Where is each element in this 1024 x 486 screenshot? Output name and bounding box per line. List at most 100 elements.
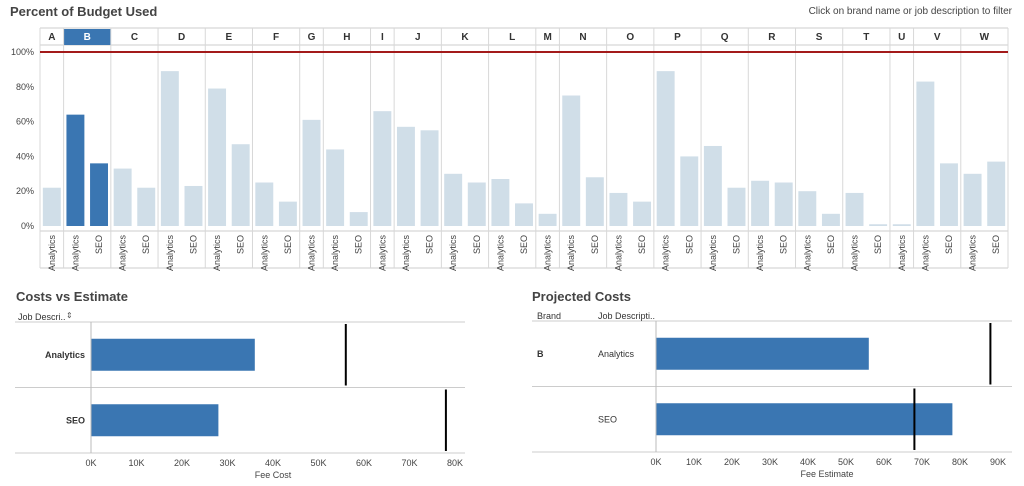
x-tick-label[interactable]: SEO [188, 235, 198, 254]
x-tick-label[interactable]: Analytics [968, 235, 978, 272]
bar-c-analytics[interactable] [113, 168, 132, 226]
brand-header-u[interactable]: U [898, 32, 905, 43]
x-tick-label[interactable]: SEO [826, 235, 836, 254]
bar-t-analytics[interactable] [845, 192, 864, 226]
x-tick-label[interactable]: SEO [425, 235, 435, 254]
x-tick-label[interactable]: Analytics [259, 235, 269, 272]
bar-h-seo[interactable] [349, 212, 368, 226]
brand-header-m[interactable]: M [543, 32, 551, 43]
row-label-seo[interactable]: SEO [66, 415, 85, 425]
x-tick-label[interactable]: SEO [779, 235, 789, 254]
brand-header-j[interactable]: J [415, 32, 421, 43]
x-tick-label[interactable]: SEO [283, 235, 293, 254]
bar-q-seo[interactable] [727, 187, 746, 226]
brand-header-h[interactable]: H [343, 32, 350, 43]
brand-header-selected-bg[interactable] [63, 29, 111, 45]
bar-j-analytics[interactable] [396, 126, 415, 226]
bar-j-seo[interactable] [420, 130, 439, 226]
bar-o-seo[interactable] [633, 201, 652, 226]
bar-s-analytics[interactable] [798, 191, 817, 226]
brand-header-s[interactable]: S [816, 32, 823, 43]
bar-q-analytics[interactable] [703, 145, 722, 226]
bar-a-analytics[interactable] [42, 187, 61, 226]
brand-header-p[interactable]: P [674, 32, 681, 43]
sort-icon[interactable]: ⇕ [66, 311, 73, 320]
x-tick-label[interactable]: SEO [590, 235, 600, 254]
bar-v-seo[interactable] [940, 163, 958, 226]
x-tick-label[interactable]: Analytics [47, 235, 57, 272]
row-label-analytics[interactable]: Analytics [45, 350, 85, 360]
x-tick-label[interactable]: SEO [684, 235, 694, 254]
bar-d-seo[interactable] [184, 185, 203, 226]
bar-seo[interactable] [656, 403, 953, 436]
bar-analytics[interactable] [91, 338, 255, 371]
bar-r-seo[interactable] [774, 182, 793, 227]
brand-header-f[interactable]: F [273, 32, 279, 43]
brand-header-o[interactable]: O [626, 32, 634, 43]
brand-header-l[interactable]: L [509, 32, 515, 43]
x-tick-label[interactable]: SEO [94, 235, 104, 254]
bar-seo[interactable] [91, 404, 219, 437]
bar-v-analytics[interactable] [916, 81, 935, 226]
bar-l-analytics[interactable] [491, 179, 510, 226]
bar-p-analytics[interactable] [656, 71, 675, 226]
column-header[interactable]: Brand [537, 311, 561, 321]
brand-header-d[interactable]: D [178, 32, 185, 43]
x-tick-label[interactable]: SEO [991, 235, 1001, 254]
bar-f-seo[interactable] [278, 201, 297, 226]
brand-label-b[interactable]: B [537, 349, 544, 359]
x-tick-label[interactable]: Analytics [165, 235, 175, 272]
brand-header-w[interactable]: W [980, 32, 990, 43]
bar-t-seo[interactable] [869, 224, 888, 226]
bar-r-analytics[interactable] [751, 180, 770, 226]
bar-n-seo[interactable] [585, 177, 604, 226]
x-tick-label[interactable]: SEO [519, 235, 529, 254]
bar-e-seo[interactable] [231, 144, 250, 226]
brand-header-a[interactable]: A [48, 32, 55, 43]
x-tick-label[interactable]: Analytics [850, 235, 860, 272]
column-header[interactable]: Job Descri.. [18, 312, 66, 322]
brand-header-e[interactable]: E [226, 32, 233, 43]
x-tick-label[interactable]: Analytics [495, 235, 505, 272]
x-tick-label[interactable]: Analytics [377, 235, 387, 272]
x-tick-label[interactable]: Analytics [708, 235, 718, 272]
bar-w-analytics[interactable] [963, 173, 982, 226]
bar-analytics[interactable] [656, 337, 869, 370]
bar-u-analytics[interactable] [892, 224, 911, 226]
bar-d-analytics[interactable] [160, 71, 179, 226]
x-tick-label[interactable]: Analytics [118, 235, 128, 272]
bar-s-seo[interactable] [821, 213, 840, 226]
bar-f-analytics[interactable] [255, 182, 274, 227]
x-tick-label[interactable]: Analytics [661, 235, 671, 272]
x-tick-label[interactable]: SEO [236, 235, 246, 254]
bar-e-analytics[interactable] [208, 88, 227, 226]
brand-header-q[interactable]: Q [721, 32, 729, 43]
bar-w-seo[interactable] [987, 161, 1006, 226]
x-tick-label[interactable]: Analytics [448, 235, 458, 272]
x-tick-label[interactable]: Analytics [212, 235, 222, 272]
x-tick-label[interactable]: SEO [472, 235, 482, 254]
brand-header-t[interactable]: T [863, 32, 869, 43]
bar-k-analytics[interactable] [444, 173, 463, 226]
x-tick-label[interactable]: Analytics [920, 235, 930, 272]
x-tick-label[interactable]: SEO [873, 235, 883, 254]
x-tick-label[interactable]: Analytics [802, 235, 812, 272]
x-tick-label[interactable]: Analytics [70, 235, 80, 272]
brand-header-b[interactable]: B [84, 32, 91, 43]
brand-header-k[interactable]: K [461, 32, 469, 43]
brand-header-c[interactable]: C [131, 32, 138, 43]
bar-i-analytics[interactable] [373, 111, 392, 226]
bar-n-analytics[interactable] [562, 95, 581, 227]
bar-b-seo[interactable] [90, 163, 108, 226]
x-tick-label[interactable]: Analytics [330, 235, 340, 272]
row-label-analytics[interactable]: Analytics [598, 349, 635, 359]
x-tick-label[interactable]: Analytics [566, 235, 576, 272]
bar-b-analytics[interactable] [66, 114, 85, 226]
bar-h-analytics[interactable] [326, 149, 345, 226]
x-tick-label[interactable]: SEO [944, 235, 954, 254]
brand-header-n[interactable]: N [579, 32, 586, 43]
bar-m-analytics[interactable] [538, 213, 557, 226]
bar-l-seo[interactable] [515, 203, 533, 226]
x-tick-label[interactable]: Analytics [755, 235, 765, 272]
x-tick-label[interactable]: SEO [354, 235, 364, 254]
